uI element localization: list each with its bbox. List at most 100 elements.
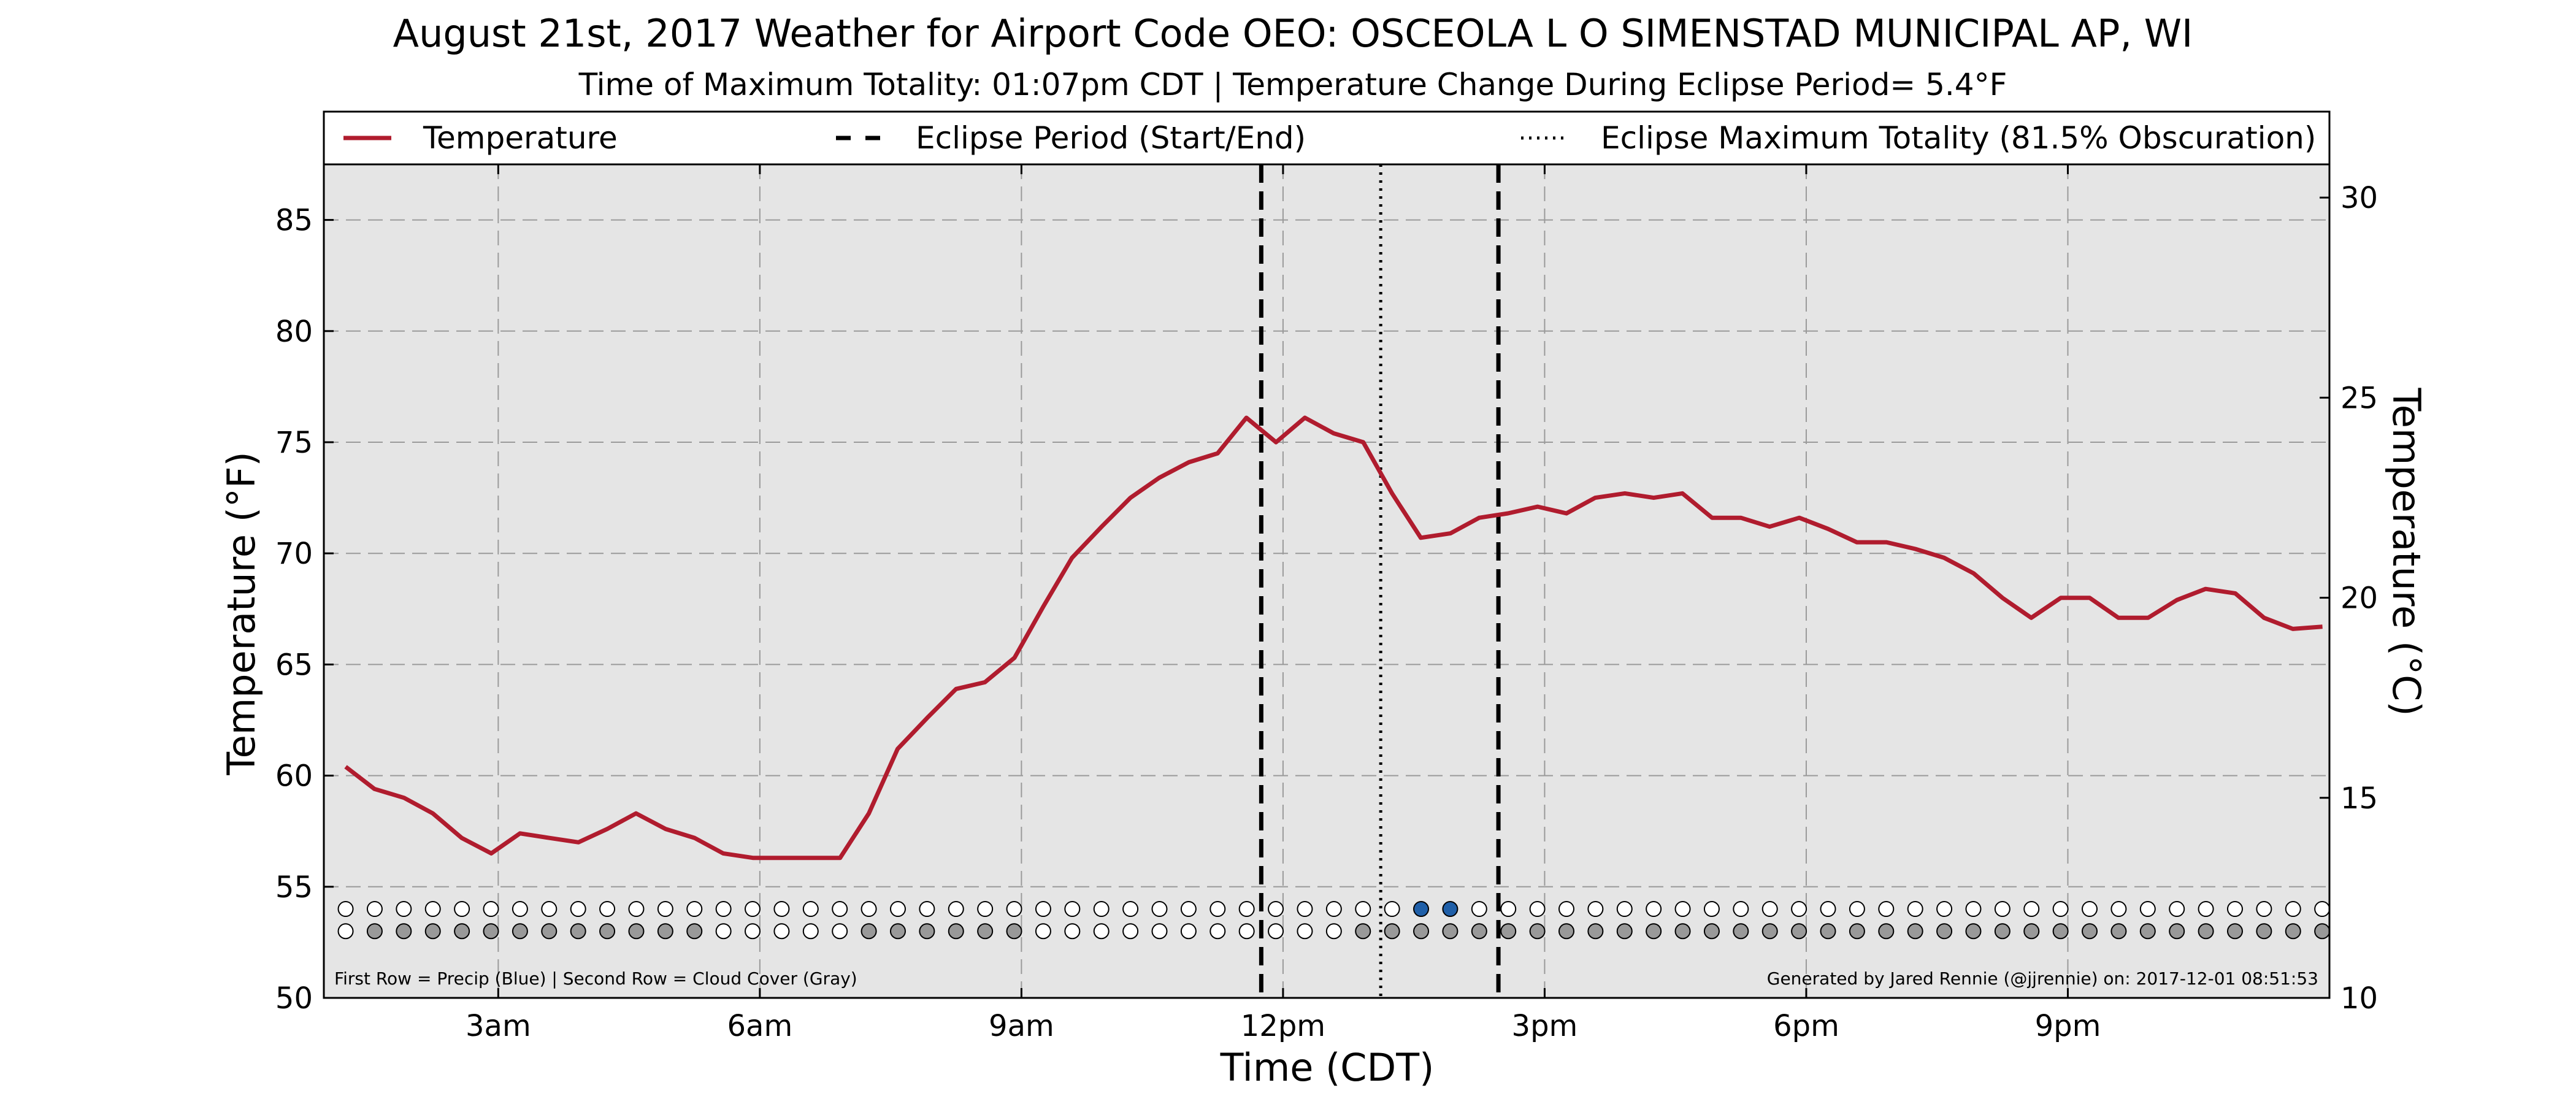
cloud-cover-marker	[1936, 923, 1953, 940]
cloud-cover-marker	[832, 923, 848, 940]
precip-marker	[2052, 901, 2069, 918]
precip-marker	[1646, 901, 1662, 918]
indicator-note-left: First Row = Precip (Blue) | Second Row =…	[334, 968, 857, 989]
cloud-cover-marker	[802, 923, 819, 940]
cloud-cover-marker	[1500, 923, 1517, 940]
y-tick-label: 70	[275, 537, 313, 571]
precip-marker	[2082, 901, 2098, 918]
cloud-cover-marker	[2198, 923, 2214, 940]
precip-marker	[1791, 901, 1807, 918]
cloud-cover-marker	[919, 923, 935, 940]
cloud-cover-marker	[861, 923, 877, 940]
precip-marker	[715, 901, 732, 918]
cloud-cover-marker	[2256, 923, 2272, 940]
chart-title: August 21st, 2017 Weather for Airport Co…	[393, 11, 2193, 56]
cloud-cover-marker	[948, 923, 964, 940]
cloud-cover-marker	[2052, 923, 2069, 940]
precip-marker	[599, 901, 616, 918]
cloud-cover-marker	[773, 923, 790, 940]
cloud-cover-marker	[1878, 923, 1895, 940]
precip-marker	[1558, 901, 1574, 918]
legend-label: Temperature	[423, 120, 618, 156]
precip-marker	[2314, 901, 2331, 918]
cloud-cover-marker	[1297, 923, 1313, 940]
cloud-cover-marker	[2285, 923, 2301, 940]
cloud-cover-marker	[1529, 923, 1546, 940]
precip-marker	[2110, 901, 2127, 918]
cloud-cover-marker	[512, 923, 528, 940]
precip-marker	[2198, 901, 2214, 918]
precip-marker	[1965, 901, 1982, 918]
precip-marker	[1849, 901, 1865, 918]
cloud-cover-marker	[2139, 923, 2156, 940]
precip-marker	[2256, 901, 2272, 918]
legend-label: Eclipse Maximum Totality (81.5% Obscurat…	[1601, 120, 2316, 156]
cloud-cover-marker	[2169, 923, 2185, 940]
x-tick-label: 3pm	[1512, 1009, 1578, 1043]
cloud-cover-marker	[628, 923, 645, 940]
cloud-cover-marker	[1442, 923, 1459, 940]
cloud-cover-marker	[1733, 923, 1749, 940]
cloud-cover-marker	[454, 923, 470, 940]
cloud-cover-marker	[1238, 923, 1255, 940]
cloud-cover-marker	[715, 923, 732, 940]
cloud-cover-marker	[2226, 923, 2243, 940]
precip-marker	[1471, 901, 1487, 918]
precip-marker	[1325, 901, 1342, 918]
precip-marker	[1703, 901, 1720, 918]
cloud-cover-marker	[2314, 923, 2331, 940]
precip-marker	[1587, 901, 1604, 918]
y2-tick-label: 20	[2340, 581, 2378, 616]
precip-marker	[1006, 901, 1022, 918]
temperature-line	[344, 415, 2323, 861]
precip-marker	[366, 901, 383, 918]
cloud-cover-marker	[599, 923, 616, 940]
cloud-cover-marker	[2082, 923, 2098, 940]
y-axis-label: Temperature (°F)	[219, 451, 264, 775]
cloud-cover-marker	[1413, 923, 1430, 940]
precip-marker	[745, 901, 761, 918]
precip-marker	[1384, 901, 1400, 918]
cloud-cover-marker	[1646, 923, 1662, 940]
precip-marker	[541, 901, 558, 918]
plot-background	[324, 164, 2329, 998]
legend-label: Eclipse Period (Start/End)	[916, 120, 1306, 156]
y-tick-label: 80	[275, 315, 313, 349]
precip-marker	[2169, 901, 2185, 918]
cloud-cover-marker	[1849, 923, 1865, 940]
precip-marker	[1238, 901, 1255, 918]
cloud-cover-marker	[1820, 923, 1836, 940]
precip-marker	[2285, 901, 2301, 918]
y-tick-label: 85	[275, 204, 313, 238]
cloud-cover-marker	[1093, 923, 1110, 940]
precip-marker	[628, 901, 645, 918]
cloud-cover-marker	[1122, 923, 1139, 940]
cloud-cover-marker	[1180, 923, 1197, 940]
cloud-cover-marker	[366, 923, 383, 940]
precip-marker	[2023, 901, 2040, 918]
cloud-cover-marker	[396, 923, 412, 940]
y-tick-label: 65	[275, 648, 313, 682]
cloud-cover-marker	[483, 923, 499, 940]
x-tick-label: 9pm	[2035, 1009, 2101, 1043]
precip-marker	[1297, 901, 1313, 918]
precip-marker	[1907, 901, 1923, 918]
cloud-cover-marker	[337, 923, 354, 940]
x-tick-label: 3am	[466, 1009, 531, 1043]
precip-marker	[1994, 901, 2011, 918]
cloud-cover-marker	[657, 923, 673, 940]
cloud-cover-marker	[1268, 923, 1284, 940]
y2-axis-label: Temperature (°C)	[2384, 387, 2429, 716]
cloud-cover-marker	[2023, 923, 2040, 940]
precip-marker	[1936, 901, 1953, 918]
cloud-cover-marker	[1209, 923, 1226, 940]
cloud-cover-marker	[1558, 923, 1574, 940]
precip-marker	[396, 901, 412, 918]
y2-tick-label: 15	[2340, 781, 2378, 816]
y-tick-label: 75	[275, 426, 313, 460]
legend-box	[323, 110, 2331, 166]
precip-marker	[1616, 901, 1633, 918]
precip-marker	[1500, 901, 1517, 918]
cloud-cover-marker	[1325, 923, 1342, 940]
y2-tick-label: 10	[2340, 981, 2378, 1016]
